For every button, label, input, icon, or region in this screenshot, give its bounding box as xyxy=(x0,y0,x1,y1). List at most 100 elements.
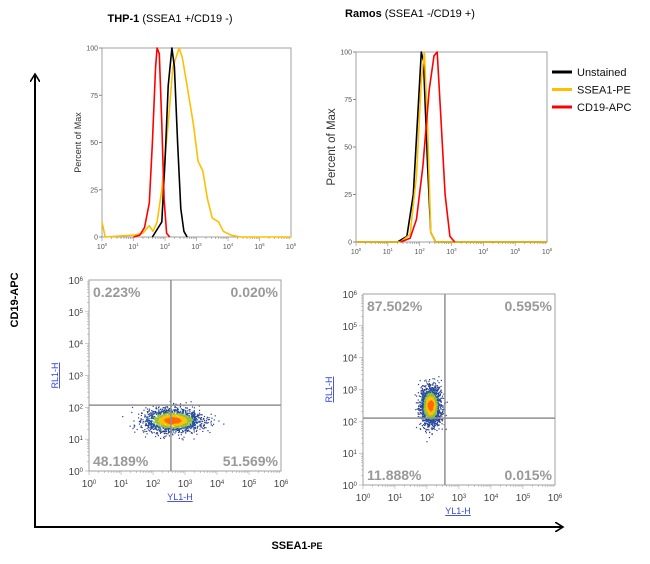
event-dot xyxy=(434,392,436,394)
event-dot xyxy=(154,419,156,421)
event-dot xyxy=(173,424,176,426)
event-dot xyxy=(175,431,177,433)
event-dot xyxy=(433,425,435,427)
event-dot xyxy=(439,394,441,396)
event-dot xyxy=(429,406,431,408)
event-dot xyxy=(153,422,155,424)
event-dot xyxy=(432,418,434,420)
event-dot xyxy=(159,416,161,418)
event-dot xyxy=(439,391,441,393)
event-dot xyxy=(171,426,173,428)
y-channel-label[interactable]: RL1-H xyxy=(50,362,60,388)
event-dot xyxy=(423,424,425,426)
event-dot xyxy=(435,388,437,390)
y-tick-label: 100 xyxy=(340,50,352,57)
event-dot xyxy=(185,430,187,432)
event-dot xyxy=(419,405,421,407)
event-dot xyxy=(164,408,166,410)
event-dot xyxy=(428,404,430,406)
event-dot xyxy=(422,385,424,387)
event-dot xyxy=(154,415,156,417)
quadrant-lower-right-percent: 51.569% xyxy=(223,453,279,469)
event-dot xyxy=(186,426,188,428)
event-dot xyxy=(193,423,195,425)
x-channel-label[interactable]: YL1-H xyxy=(445,506,471,516)
event-dot xyxy=(180,425,183,427)
event-dot xyxy=(424,403,426,405)
event-dot xyxy=(440,385,442,388)
event-dot xyxy=(160,412,162,414)
event-dot xyxy=(439,410,441,413)
event-dot xyxy=(175,424,177,426)
event-dot xyxy=(160,417,163,419)
event-dot xyxy=(425,385,427,387)
event-dot xyxy=(437,397,439,399)
event-dot xyxy=(195,416,197,418)
event-dot xyxy=(440,415,442,417)
event-dot xyxy=(158,425,160,427)
event-dot xyxy=(151,415,153,417)
event-dot xyxy=(159,414,161,416)
event-dot xyxy=(198,421,200,423)
event-dot xyxy=(156,412,158,414)
event-dot xyxy=(175,420,177,422)
event-dot xyxy=(185,428,187,430)
quadrant-upper-left-percent: 87.502% xyxy=(367,298,423,314)
event-dot xyxy=(186,417,188,420)
event-dot xyxy=(176,413,178,415)
event-dot xyxy=(161,418,163,421)
event-dot xyxy=(182,411,184,414)
event-dot xyxy=(431,403,433,405)
event-dot xyxy=(164,436,166,438)
event-dot xyxy=(198,417,200,419)
event-dot xyxy=(145,423,147,425)
event-dot xyxy=(431,387,434,389)
event-dot xyxy=(157,416,159,418)
event-dot xyxy=(149,421,151,423)
event-dot xyxy=(434,428,436,431)
event-dot xyxy=(437,424,439,426)
event-dot xyxy=(425,415,427,417)
event-dot xyxy=(438,419,440,421)
event-dot xyxy=(417,413,419,415)
event-dot xyxy=(150,416,153,418)
event-dot xyxy=(164,419,166,421)
event-dot xyxy=(426,408,428,410)
event-dot xyxy=(441,428,443,430)
x-channel-label[interactable]: YL1-H xyxy=(167,492,193,502)
event-dot xyxy=(150,428,152,431)
event-dot xyxy=(174,416,176,418)
event-dot xyxy=(436,405,438,407)
event-dot xyxy=(427,393,429,395)
event-dot xyxy=(431,397,433,399)
event-dot xyxy=(168,419,170,421)
event-dot xyxy=(145,419,148,421)
event-dot xyxy=(194,415,196,417)
event-dot xyxy=(434,420,436,422)
y-tick-label: 0 xyxy=(348,240,352,247)
event-dot xyxy=(186,421,188,423)
event-dot xyxy=(150,417,152,420)
event-dot xyxy=(420,402,422,404)
event-dot xyxy=(177,409,179,411)
event-dot xyxy=(428,399,430,401)
tick-label: 101 xyxy=(388,493,403,504)
event-dot xyxy=(167,426,169,428)
event-dot xyxy=(172,429,174,431)
event-dot xyxy=(149,415,151,417)
event-dot xyxy=(424,424,426,427)
event-dot xyxy=(180,412,182,415)
y-channel-label[interactable]: RL1-H xyxy=(324,376,334,402)
event-dot xyxy=(163,422,165,424)
event-dot xyxy=(163,421,165,424)
event-dot xyxy=(156,432,158,434)
event-dot xyxy=(162,417,164,419)
event-dot xyxy=(424,416,426,418)
event-dot xyxy=(148,421,150,423)
tick-label: 104 xyxy=(484,493,499,504)
event-dot xyxy=(177,423,179,425)
event-dot xyxy=(158,422,160,424)
event-dot xyxy=(438,404,441,406)
event-dot xyxy=(188,430,190,432)
event-dot xyxy=(165,432,167,434)
